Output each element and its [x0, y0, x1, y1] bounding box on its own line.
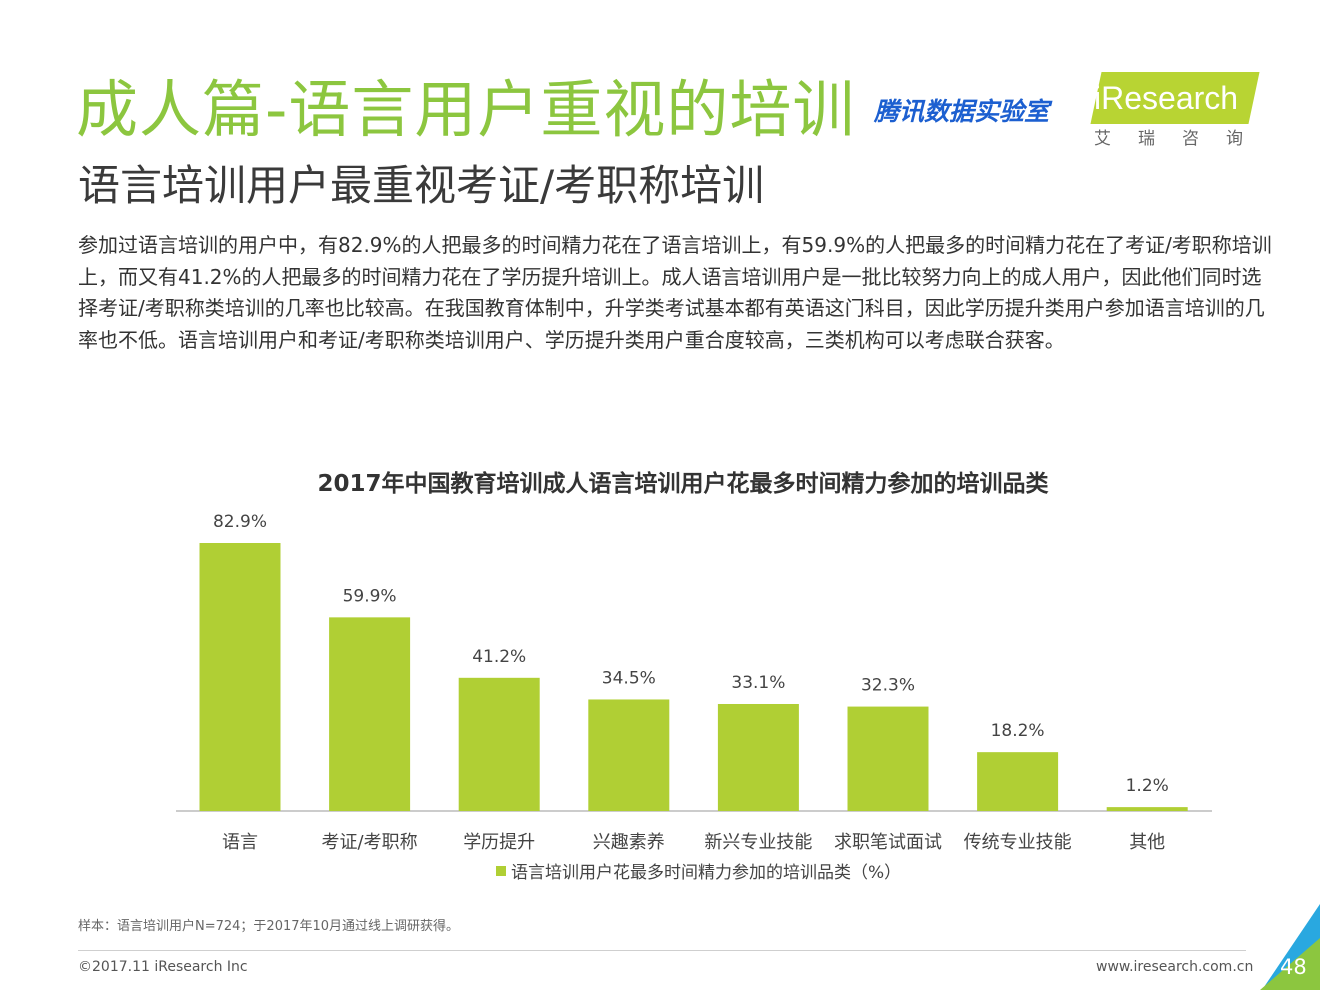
bar-4 [588, 699, 670, 811]
data-label-4: 34.5% [602, 668, 656, 688]
category-label-2: 考证/考职称 [322, 832, 418, 853]
bar-8 [1106, 807, 1188, 811]
category-label-7: 传统专业技能 [964, 832, 1072, 853]
bar-2 [329, 617, 411, 811]
iresearch-logo: iResearch 艾瑞咨询 [1090, 70, 1260, 154]
page-title: 成人篇-语言用户重视的培训 [76, 73, 856, 146]
bar-3 [458, 677, 540, 811]
data-label-1: 82.9% [213, 512, 267, 532]
footer-divider [78, 950, 1246, 951]
bar-chart: 82.9% 语言 59.9% 考证/考职称 41.2% 学历提升 34.5% 兴趣素养 33.1… [176, 512, 1212, 853]
summary-paragraph: 参加过语言培训的用户中，有82.9%的人把最多的时间精力花在了语言培训上，有59… [78, 233, 1272, 352]
data-label-2: 59.9% [343, 586, 397, 606]
bar-5 [717, 703, 799, 811]
category-label-8: 其他 [1129, 832, 1165, 853]
data-label-7: 18.2% [991, 721, 1045, 741]
bar-1 [199, 543, 281, 811]
copyright: ©2017.11 iResearch Inc [78, 959, 248, 975]
tencent-data-lab-logo: 腾讯数据实验室 [874, 97, 1050, 126]
data-label-5: 33.1% [731, 673, 785, 693]
logo-chinese-name: 艾瑞咨询 [1094, 129, 1270, 149]
data-label-6: 32.3% [861, 676, 915, 696]
sample-footnote: 样本：语言培训用户N=724；于2017年10月通过线上调研获得。 [78, 919, 460, 934]
legend-label: 语言培训用户花最多时间精力参加的培训品类（%） [511, 863, 902, 883]
chart-legend: 语言培训用户花最多时间精力参加的培训品类（%） [496, 862, 901, 884]
bar-7 [977, 752, 1059, 811]
data-label-8: 1.2% [1126, 776, 1169, 796]
logo-text: iResearch [1094, 80, 1239, 116]
data-label-3: 41.2% [472, 647, 526, 667]
category-label-1: 语言 [222, 832, 258, 853]
corner-decoration [1260, 904, 1320, 990]
page-subtitle: 语言培训用户最重视考证/考职称培训 [78, 161, 765, 210]
website-url: www.iresearch.com.cn [1096, 959, 1254, 975]
corner-blue-stripe [1262, 904, 1320, 990]
legend-swatch [496, 866, 506, 876]
bar-6 [847, 706, 929, 811]
corner-green-triangle [1260, 938, 1320, 990]
category-label-5: 新兴专业技能 [704, 832, 812, 853]
chart-title: 2017年中国教育培训成人语言培训用户花最多时间精力参加的培训品类 [317, 471, 1049, 497]
category-label-6: 求职笔试面试 [834, 832, 942, 853]
category-label-3: 学历提升 [463, 832, 535, 853]
category-label-4: 兴趣素养 [593, 832, 665, 853]
page-number: 48 [1280, 955, 1307, 979]
